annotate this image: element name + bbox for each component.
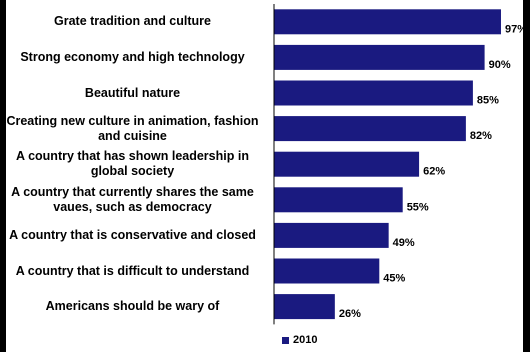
data-label: 62% — [423, 166, 445, 178]
bar — [274, 9, 501, 35]
data-label: 82% — [470, 130, 492, 142]
category-label: A country that is difficult to understan… — [15, 263, 250, 278]
legend-swatch — [282, 336, 289, 344]
bar — [274, 187, 403, 213]
bar — [274, 44, 485, 70]
category-label: A country that currently shares the same… — [11, 184, 254, 214]
data-label: 55% — [407, 201, 429, 213]
legend-label: 2010 — [293, 334, 318, 346]
category-label: A country that has shown leadership in g… — [16, 149, 249, 179]
category-label: Beautiful nature — [84, 85, 181, 100]
data-label: 45% — [383, 273, 405, 285]
bar-chart: 97% 90% 85% 82% 62% 55% 49% 45% 26% — [273, 4, 523, 325]
category-label: A country that is conservative and close… — [9, 227, 256, 242]
bar — [274, 151, 420, 177]
category-label: Grate tradition and culture — [54, 14, 211, 29]
bar — [274, 222, 389, 248]
category-label: Strong economy and high technology — [20, 49, 245, 64]
bar — [274, 294, 335, 320]
data-label: 26% — [339, 308, 361, 320]
category-label: Americans should be wary of — [45, 299, 220, 314]
data-label: 49% — [393, 237, 415, 249]
legend: 2010 — [282, 333, 317, 347]
category-label: Creating new culture in animation, fashi… — [6, 113, 259, 143]
bar — [274, 80, 473, 106]
data-label: 90% — [489, 59, 511, 71]
bar — [274, 116, 466, 142]
chart-frame: Grate tradition and culture Strong econom… — [6, 0, 523, 352]
bar — [274, 258, 380, 284]
data-label: 85% — [477, 95, 499, 107]
data-label: 97% — [505, 23, 523, 35]
